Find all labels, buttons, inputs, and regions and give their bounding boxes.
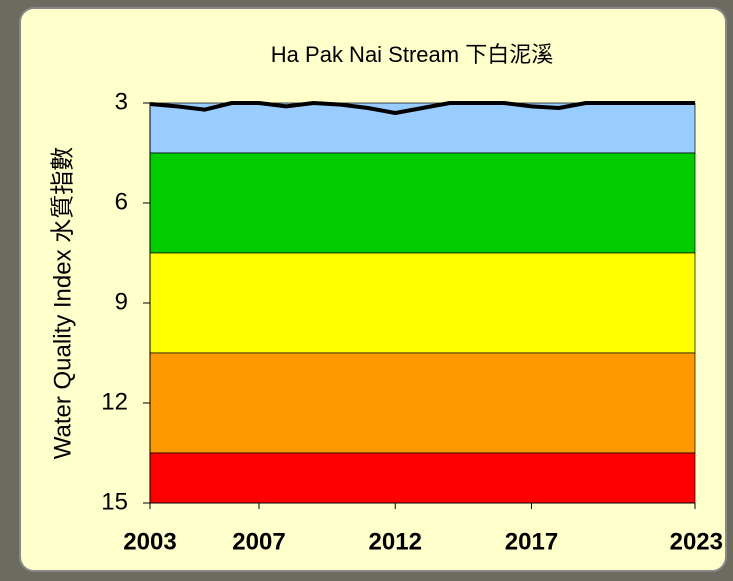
y-tick-label: 15 (101, 488, 128, 515)
y-tick-label: 3 (115, 88, 128, 115)
x-tick-label: 2007 (232, 528, 285, 555)
chart: Ha Pak Nai Stream 下白泥溪 Water Quality Ind… (0, 0, 733, 581)
page: {"chart_data": {"type": "line", "title":… (0, 0, 733, 581)
chart-title: Ha Pak Nai Stream 下白泥溪 (271, 42, 553, 67)
quality-band (150, 103, 695, 153)
quality-band (150, 353, 695, 453)
quality-band (150, 153, 695, 253)
x-tick-label: 2017 (505, 528, 558, 555)
y-tick-label: 12 (101, 388, 128, 415)
x-tick-label: 2023 (670, 528, 723, 555)
quality-band (150, 253, 695, 353)
y-axis-label: Water Quality Index 水質指數 (49, 147, 76, 460)
y-tick-label: 6 (115, 188, 128, 215)
x-tick-label: 2003 (123, 528, 176, 555)
x-tick-label: 2012 (369, 528, 422, 555)
quality-band (150, 453, 695, 503)
plot: 3 6 9 12 15 2003 2007 2012 2017 2023 (101, 88, 723, 555)
y-tick-label: 9 (115, 288, 128, 315)
